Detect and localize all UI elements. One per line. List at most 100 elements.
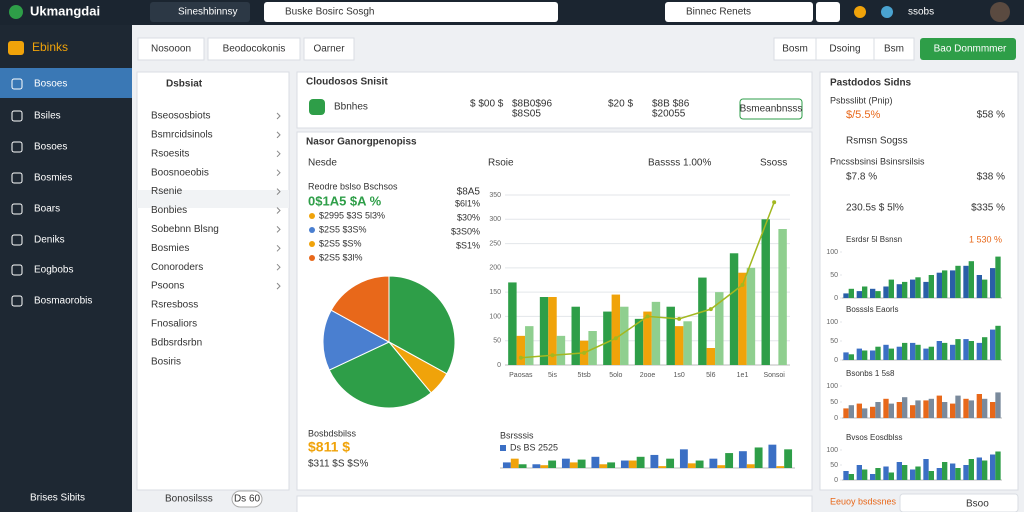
search-box[interactable] (150, 2, 250, 22)
bar (883, 344, 889, 360)
bar (843, 293, 849, 298)
button[interactable] (873, 37, 915, 61)
bar (910, 342, 916, 360)
label: Bassss 1.00% (648, 158, 711, 169)
pie-slice (322, 309, 391, 371)
bar (862, 469, 868, 480)
footer: Brises Sibits (30, 493, 85, 504)
bar (896, 346, 902, 360)
bar (679, 449, 688, 468)
label: Buske Bosirc Sosgh (285, 7, 375, 18)
button[interactable] (816, 2, 840, 22)
label: $2S5 $3S% (319, 224, 367, 234)
avatar[interactable] (990, 2, 1010, 22)
chart-title: Bvsos Eosdblss (846, 433, 902, 442)
button[interactable] (231, 490, 263, 508)
y-tick-label: 100 (826, 319, 838, 326)
list-item[interactable]: Bosiris (151, 356, 181, 367)
label: $8S05 (512, 109, 541, 120)
bar (577, 459, 586, 468)
button[interactable] (739, 98, 803, 120)
bar (896, 284, 902, 298)
bar (725, 453, 734, 468)
list-item[interactable]: Rsenie (151, 186, 183, 197)
list-item[interactable]: Rsresboss (151, 300, 198, 311)
list-item[interactable]: Boosnoeobis (151, 167, 209, 178)
select[interactable] (665, 2, 813, 22)
bar (982, 337, 988, 360)
button-label: Bosm (782, 44, 808, 55)
button[interactable] (207, 37, 301, 61)
search-box[interactable] (264, 2, 558, 22)
bar (923, 459, 929, 480)
label: Bsmeanbnsss (740, 104, 803, 115)
bar (556, 335, 566, 365)
chevron (276, 150, 281, 158)
label: $335 % (971, 203, 1005, 214)
menu-item[interactable]: Bosoes (34, 79, 67, 90)
bar (910, 279, 916, 298)
list-item[interactable]: Fnosaliors (151, 319, 197, 330)
label: $20055 (652, 109, 686, 120)
label: Bbnhes (334, 102, 368, 113)
bar (784, 449, 793, 468)
menu-item[interactable]: Deniks (34, 235, 65, 246)
menu-item[interactable]: Bsiles (34, 111, 61, 122)
list-item[interactable]: Bseososbiots (151, 111, 210, 122)
bar (968, 400, 974, 418)
bar (666, 306, 675, 365)
button-label: Bsm (884, 44, 904, 55)
list-item[interactable]: Psoons (151, 281, 184, 292)
icon (11, 203, 23, 215)
bar (942, 462, 948, 480)
bar (982, 460, 988, 480)
label: $2S5 $S% (319, 238, 362, 248)
active-row[interactable] (137, 190, 289, 208)
line-point (677, 316, 682, 321)
menu-item[interactable]: Boars (34, 204, 60, 215)
bar (516, 335, 526, 365)
label: Rsoie (488, 158, 514, 169)
bar (848, 354, 854, 360)
menu-item[interactable]: Bosmaorobis (34, 296, 92, 307)
bar (856, 403, 862, 418)
bar (928, 471, 934, 480)
bar (976, 342, 982, 360)
list-item[interactable]: Sobebnn Blsng (151, 224, 219, 235)
x-tick-label: 1s0 (674, 372, 685, 379)
list-item[interactable]: Bonbies (151, 205, 187, 216)
list-item[interactable]: Rsoesits (151, 148, 189, 159)
menu-item[interactable]: Bosoes (34, 142, 67, 153)
bar (862, 350, 868, 360)
y-tick-label: 250 (489, 240, 501, 247)
list-item[interactable]: Bosmies (151, 243, 189, 254)
bar (870, 406, 876, 418)
label: $811 $ (308, 439, 350, 455)
list-item[interactable]: Bsmrcidsinols (151, 130, 213, 141)
footer-button[interactable] (899, 493, 1019, 512)
bar (910, 405, 916, 418)
bar (518, 464, 527, 468)
bar (955, 339, 961, 360)
primary-button[interactable] (920, 38, 1016, 60)
button[interactable] (137, 37, 205, 61)
menu-item[interactable]: Eogbobs (34, 265, 73, 276)
bar (982, 279, 988, 298)
bar (856, 465, 862, 480)
bar (915, 277, 921, 298)
label: $58 % (977, 110, 1005, 121)
chart-title: Bosssls Eaorls (846, 305, 898, 314)
list-item[interactable]: Conoroders (151, 262, 203, 273)
bar (768, 444, 777, 468)
bar (950, 403, 956, 418)
menu-item[interactable]: Bosmies (34, 173, 72, 184)
bar (848, 288, 854, 298)
button[interactable] (303, 37, 355, 61)
list-panel (136, 71, 290, 491)
list-item[interactable]: Bdbsrdsrbn (151, 337, 202, 348)
y-tick-label: 200 (489, 265, 501, 272)
chevron (276, 169, 281, 177)
bar (620, 306, 629, 365)
label: Pastdodos Sidns (830, 78, 912, 89)
logo (9, 5, 23, 19)
